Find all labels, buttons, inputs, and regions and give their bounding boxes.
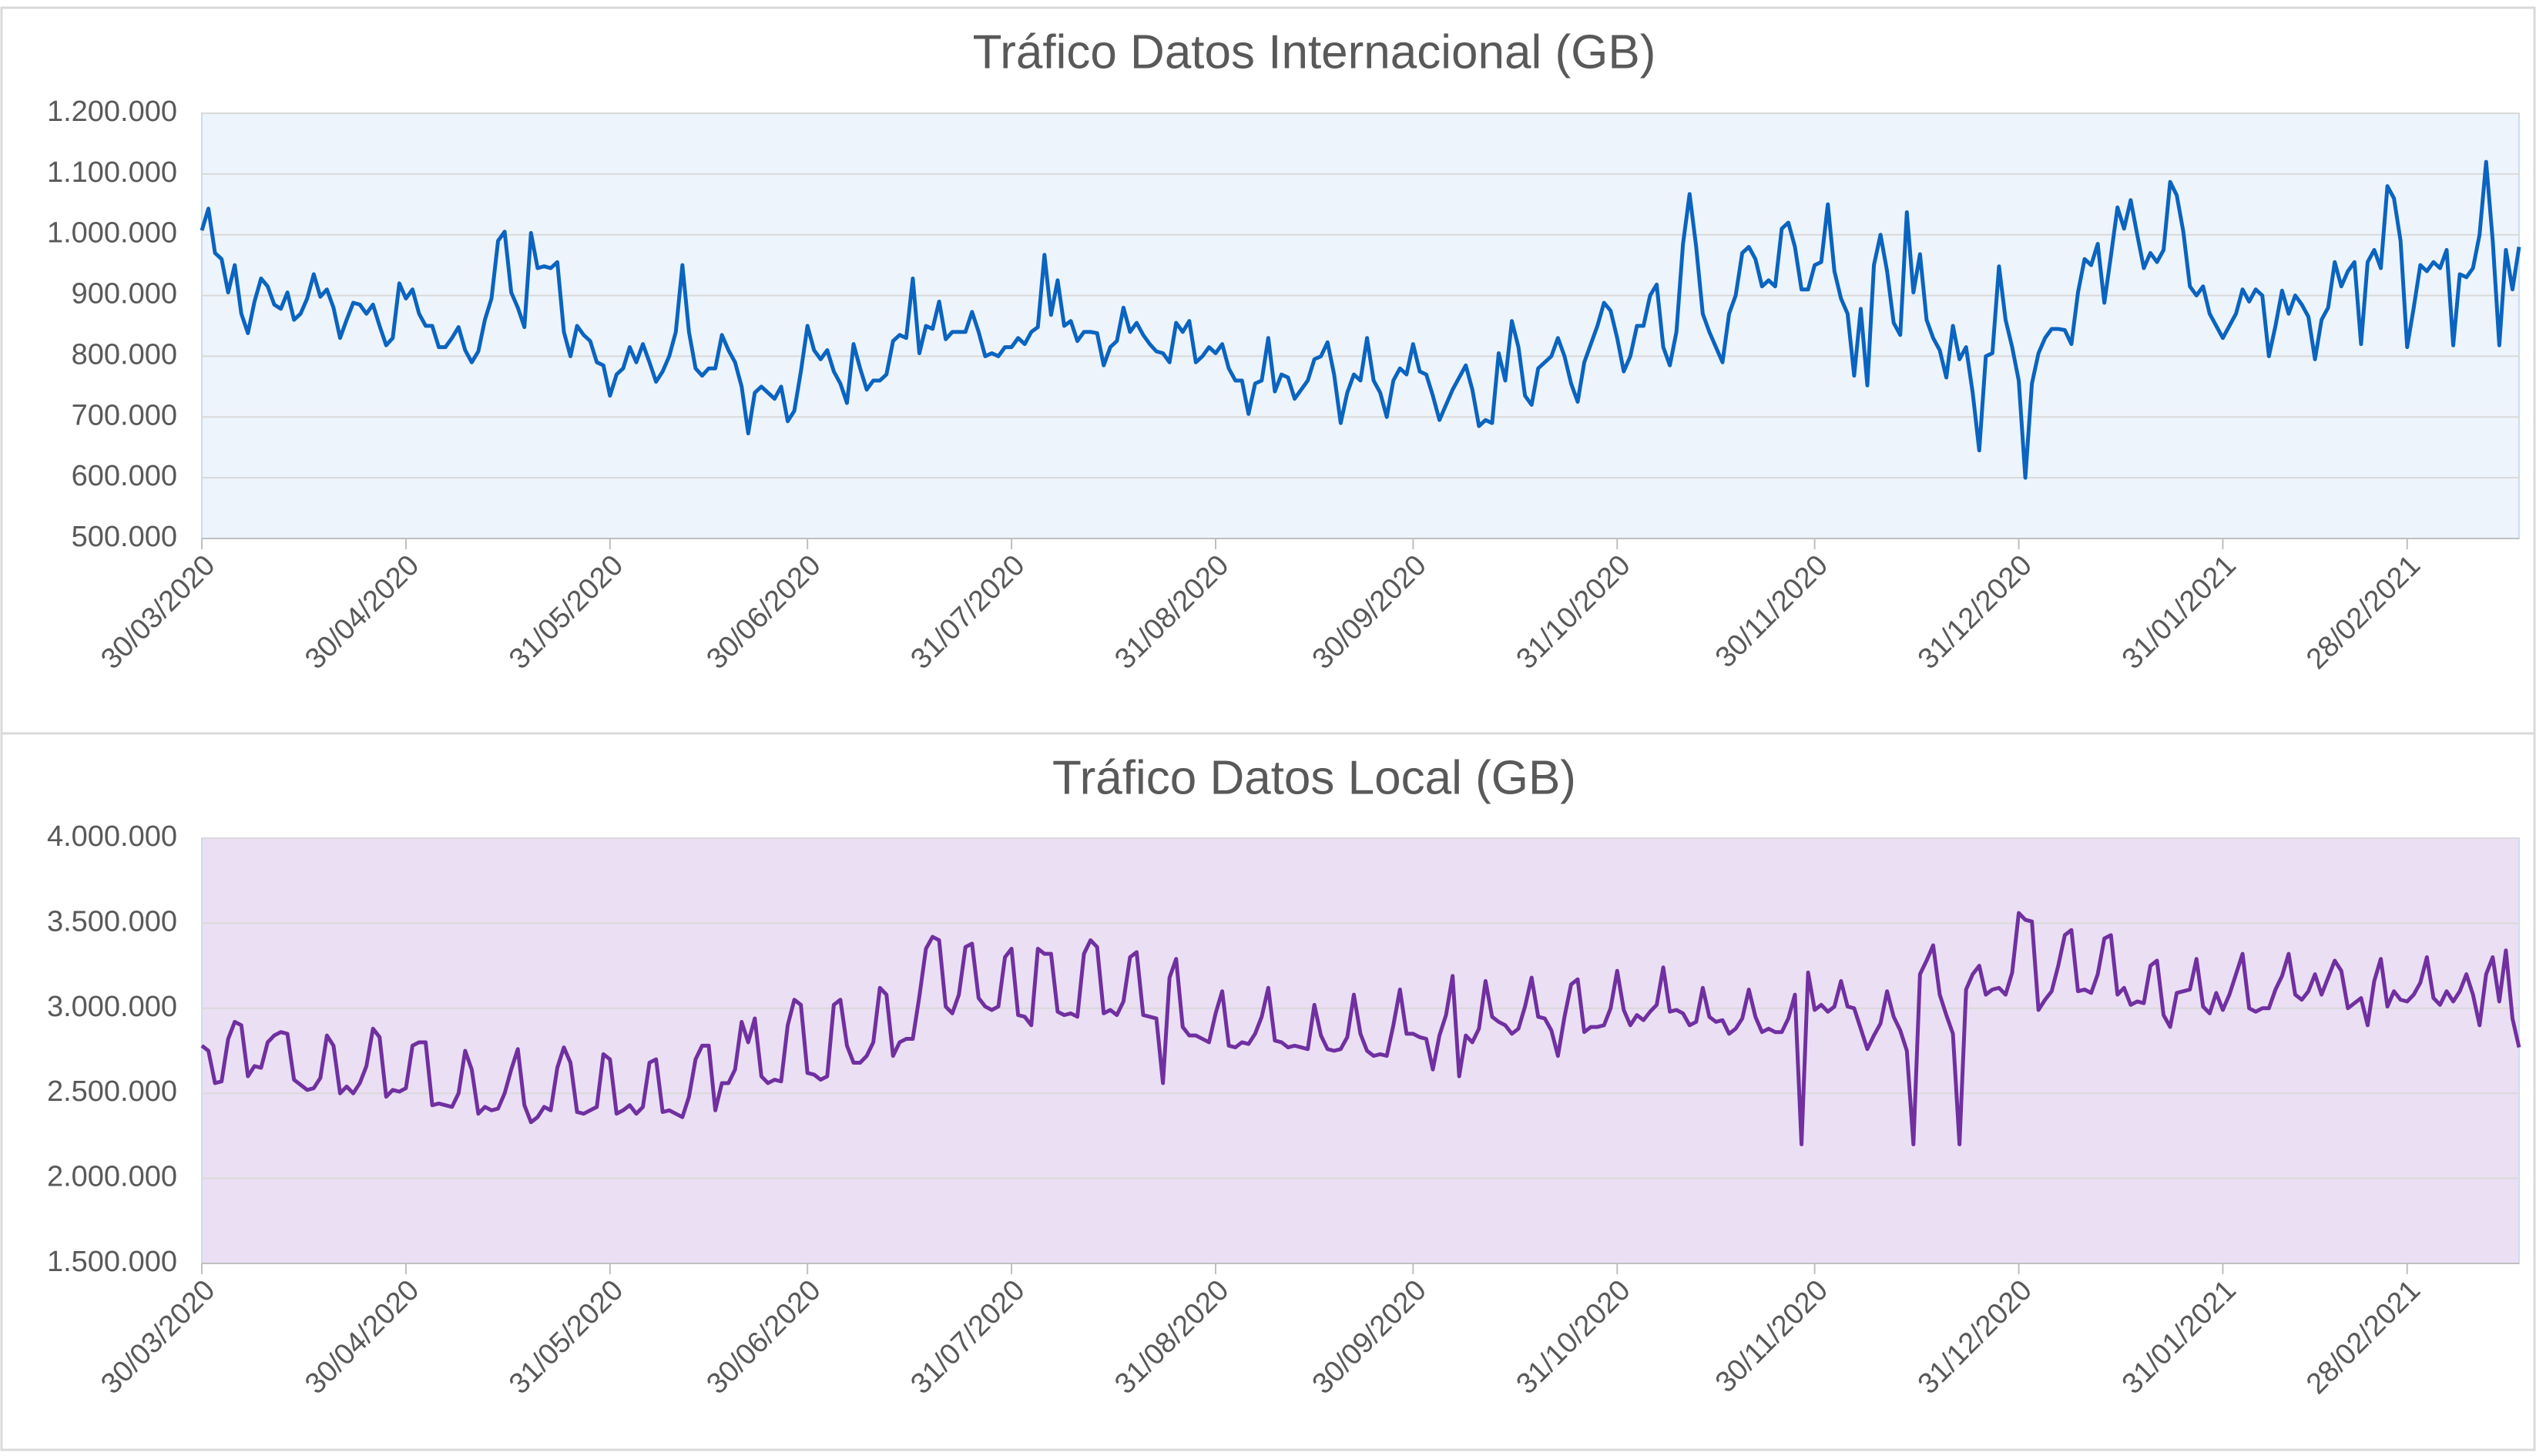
y-tick-label: 1.100.000 bbox=[47, 156, 177, 189]
y-tick-label: 800.000 bbox=[72, 338, 177, 371]
y-tick-label: 500.000 bbox=[72, 521, 177, 553]
y-tick-label: 2.000.000 bbox=[47, 1161, 177, 1193]
y-tick-label: 3.000.000 bbox=[47, 991, 177, 1023]
y-tick-label: 1.000.000 bbox=[47, 217, 177, 250]
y-tick-label: 600.000 bbox=[72, 460, 177, 492]
y-tick-label: 1.500.000 bbox=[47, 1246, 177, 1278]
data-line bbox=[200, 159, 2521, 480]
y-tick-label: 700.000 bbox=[72, 399, 177, 431]
y-tick-label: 900.000 bbox=[72, 278, 177, 310]
y-tick-label: 1.200.000 bbox=[47, 96, 177, 128]
plot-area bbox=[201, 112, 2520, 539]
plot-area bbox=[201, 837, 2520, 1264]
chart-title: Tráfico Datos Internacional (GB) bbox=[973, 25, 1656, 79]
y-tick-label: 3.500.000 bbox=[47, 905, 177, 938]
chart-title: Tráfico Datos Local (GB) bbox=[1052, 751, 1576, 804]
y-tick-label: 2.500.000 bbox=[47, 1075, 177, 1108]
data-line bbox=[200, 911, 2521, 1146]
y-tick-label: 4.000.000 bbox=[47, 820, 177, 853]
